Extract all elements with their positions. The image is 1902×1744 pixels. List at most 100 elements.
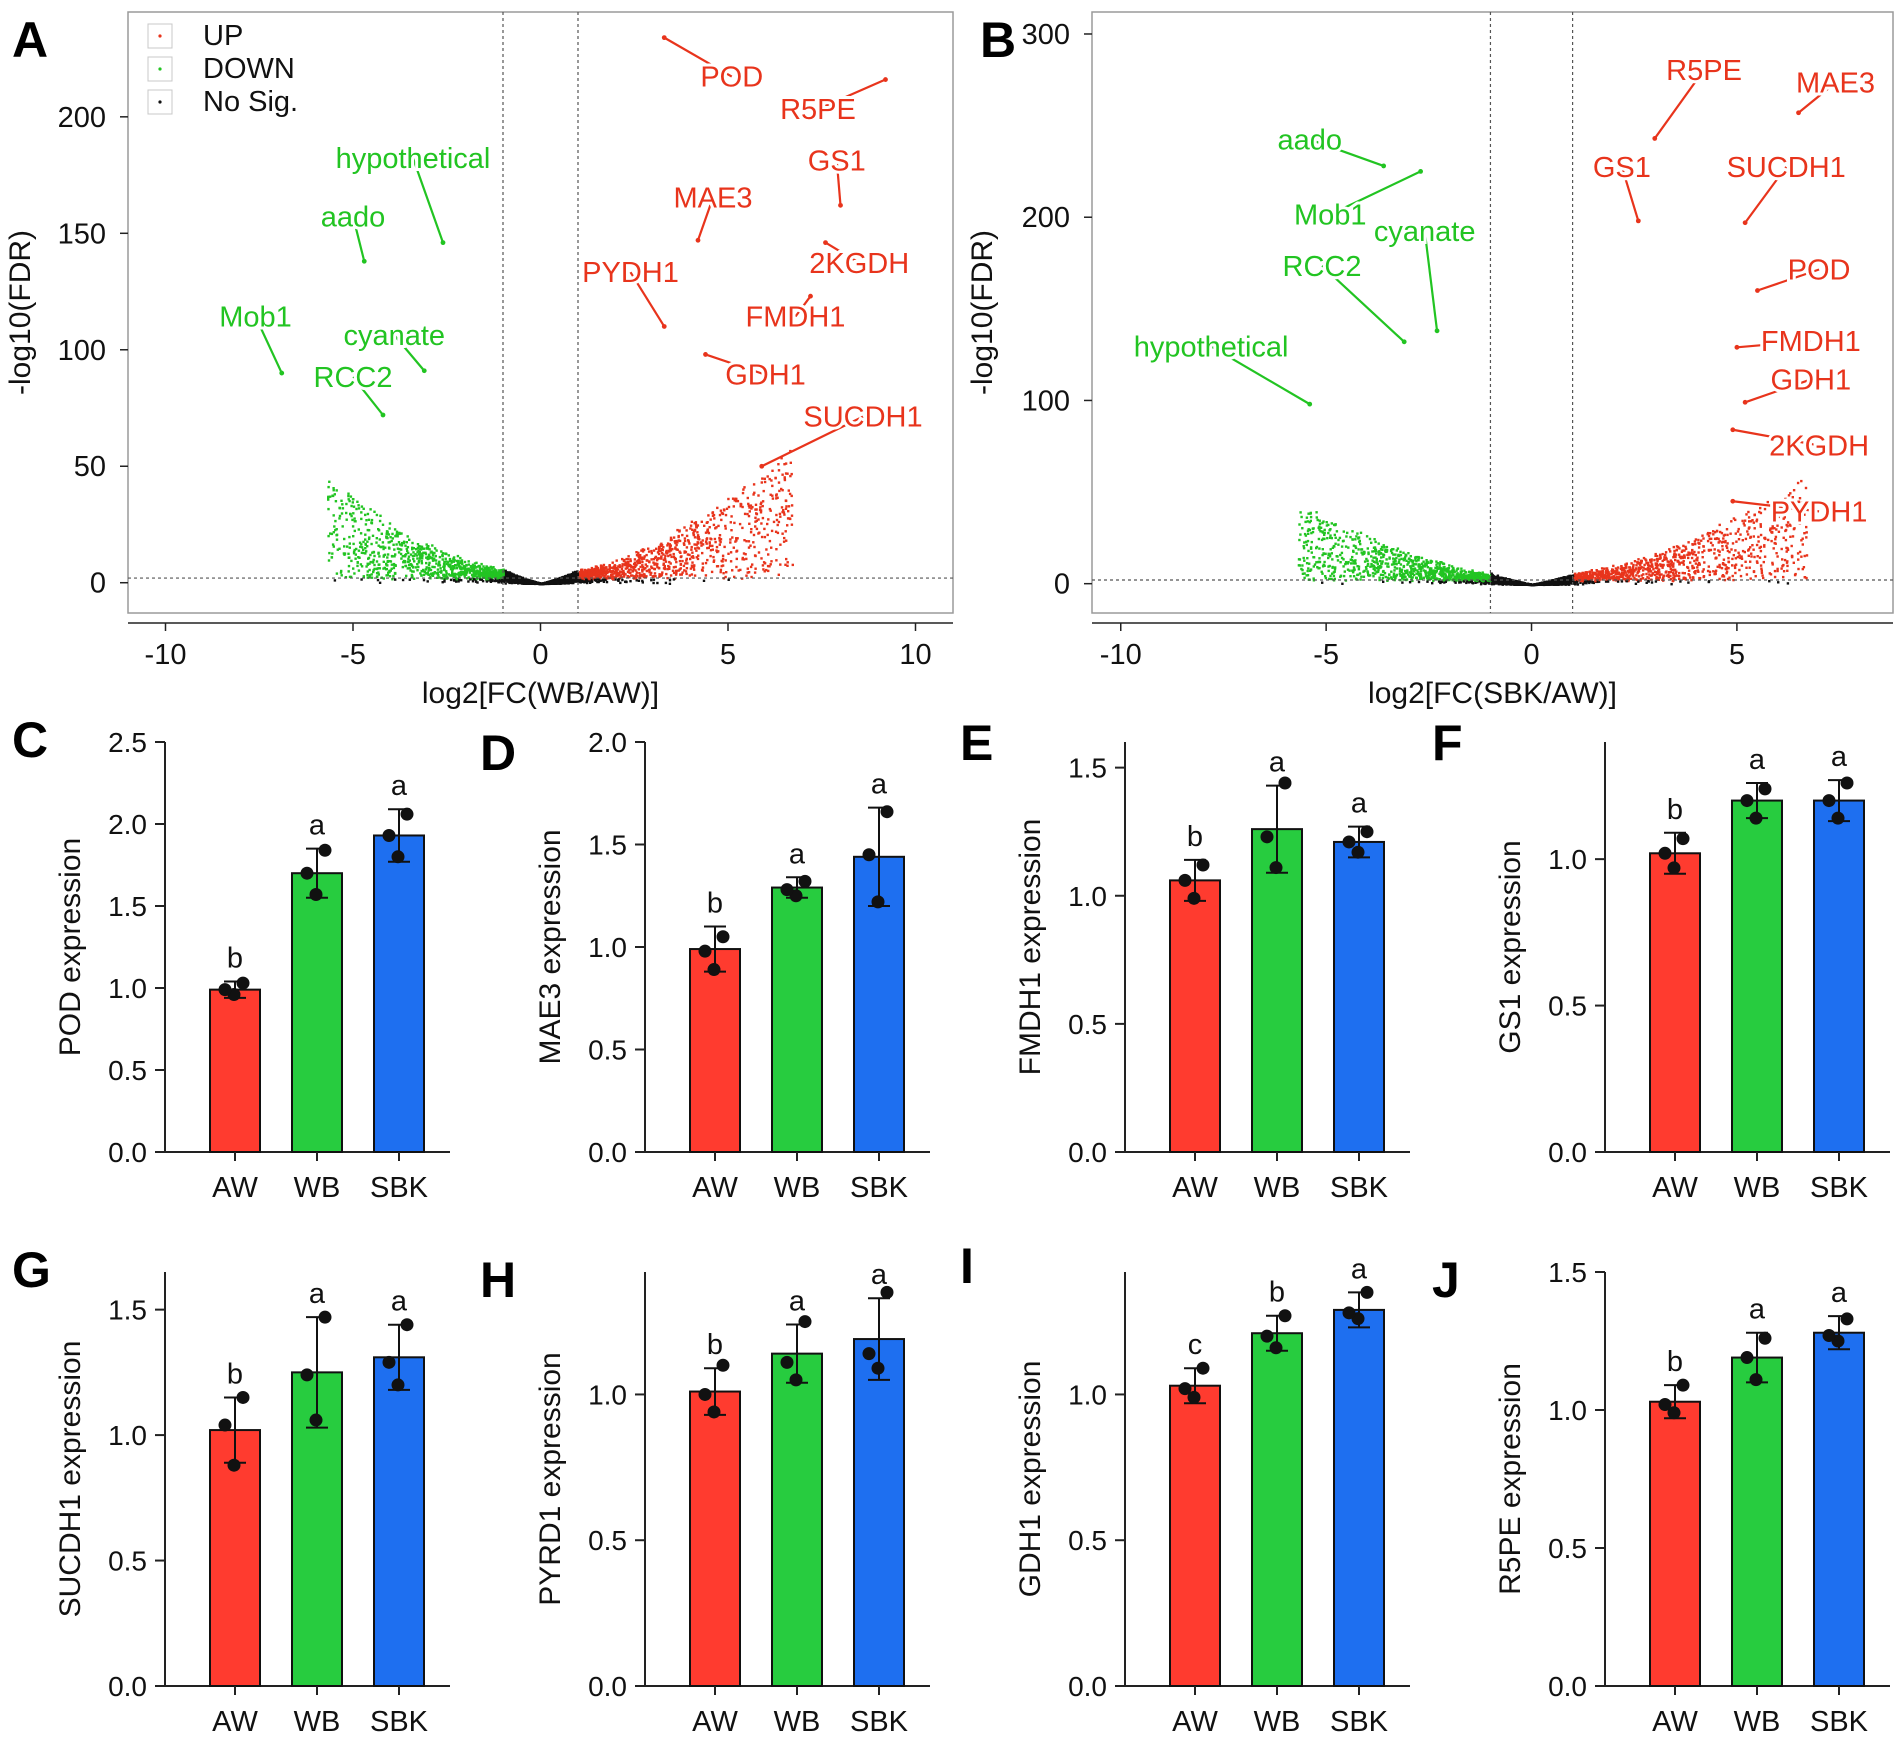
data-point <box>633 561 637 564</box>
data-point <box>344 576 348 579</box>
data-point <box>656 551 660 554</box>
data-point <box>604 573 607 576</box>
data-point <box>388 569 391 573</box>
data-point <box>493 568 496 571</box>
data-point <box>641 568 644 571</box>
data-point <box>637 568 640 571</box>
data-point <box>691 555 695 558</box>
data-point <box>767 518 770 521</box>
data-point <box>473 562 477 565</box>
data-point <box>443 560 446 563</box>
data-point <box>696 524 700 527</box>
data-point <box>696 536 699 539</box>
data-point <box>583 568 587 572</box>
data-point <box>426 571 430 574</box>
data-point <box>753 571 757 574</box>
data-point <box>366 545 369 548</box>
data-point <box>708 526 711 529</box>
data-point <box>343 545 346 548</box>
data-point <box>429 556 432 559</box>
data-point <box>674 573 678 576</box>
data-point <box>416 569 419 572</box>
data-point <box>775 513 778 517</box>
data-point <box>452 560 455 563</box>
data-point <box>412 547 415 550</box>
data-point <box>451 574 455 577</box>
data-point <box>444 552 448 555</box>
data-point <box>747 502 750 506</box>
data-point <box>746 571 749 574</box>
data-point <box>414 566 418 569</box>
data-point <box>421 557 424 560</box>
data-point <box>666 567 669 571</box>
data-point <box>580 572 583 575</box>
data-point <box>347 494 350 498</box>
data-point <box>405 574 408 578</box>
data-point <box>588 579 592 582</box>
data-point <box>621 557 624 561</box>
data-point <box>752 483 756 486</box>
data-point <box>378 519 382 523</box>
data-point <box>689 557 692 561</box>
data-point <box>444 557 447 560</box>
data-point <box>626 558 630 561</box>
data-point <box>360 546 364 549</box>
data-point <box>381 523 385 526</box>
data-point <box>709 537 712 540</box>
data-point <box>668 543 671 546</box>
data-point <box>641 550 645 553</box>
data-point <box>366 540 369 543</box>
data-point <box>470 566 474 569</box>
data-point <box>689 524 693 527</box>
data-point <box>656 581 659 585</box>
data-point <box>419 572 422 575</box>
data-point <box>457 559 460 563</box>
data-point <box>779 515 782 518</box>
data-point <box>753 545 756 549</box>
data-point <box>706 546 709 550</box>
data-point <box>783 463 786 466</box>
data-point <box>352 535 355 538</box>
data-point <box>333 493 336 496</box>
data-point <box>351 501 354 504</box>
data-point <box>460 579 463 582</box>
data-point <box>666 544 669 547</box>
data-point <box>609 575 612 578</box>
data-point <box>503 580 506 584</box>
data-point <box>385 532 388 536</box>
data-point <box>467 568 470 572</box>
data-point <box>790 523 794 526</box>
data-point <box>784 499 788 503</box>
data-point <box>757 494 760 497</box>
data-point <box>712 555 715 559</box>
data-point <box>747 546 751 549</box>
data-point <box>776 531 780 535</box>
data-point <box>396 547 400 550</box>
data-point <box>629 568 632 571</box>
data-point <box>490 567 494 570</box>
data-point <box>724 524 727 528</box>
data-point <box>718 543 721 546</box>
data-point <box>408 567 411 570</box>
data-point <box>611 573 614 576</box>
data-point <box>716 506 719 510</box>
data-point <box>635 571 639 574</box>
data-point <box>755 519 758 522</box>
data-point <box>394 553 397 556</box>
data-point <box>401 555 404 558</box>
data-point <box>641 565 645 569</box>
data-point <box>426 557 430 560</box>
data-point <box>760 481 763 484</box>
data-point <box>681 559 684 563</box>
data-point <box>386 536 389 540</box>
data-point <box>356 500 359 503</box>
data-point <box>479 578 482 581</box>
data-point <box>460 561 464 564</box>
data-point <box>587 572 591 575</box>
data-point <box>676 541 679 544</box>
data-point <box>439 567 442 570</box>
data-point <box>768 565 771 568</box>
data-point <box>717 550 720 553</box>
data-point <box>696 531 699 534</box>
data-point <box>724 527 727 530</box>
